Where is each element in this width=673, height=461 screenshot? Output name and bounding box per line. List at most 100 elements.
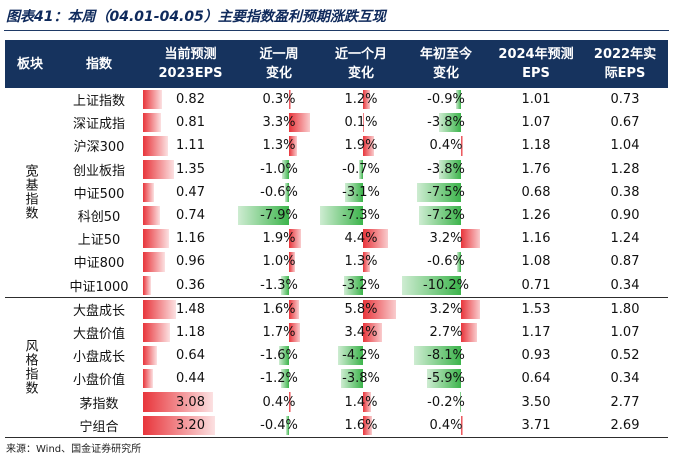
index-name: 小盘成长 [72,350,125,366]
eps2023-cell-bar [143,90,162,110]
month-change-cell-bar [362,229,389,249]
ytd-change-cell: -0.9% [402,88,490,111]
header-sector: 板块 [5,40,55,88]
week-change-cell-bar [288,299,300,319]
eps2023-cell-value: 1.16 [176,231,205,247]
week-change-cell-bar [288,90,291,110]
month-change-cell: 1.6% [320,413,402,438]
month-change-cell-bar [344,275,363,295]
eps2023-cell-value: 0.74 [176,208,205,224]
month-change-cell: -7.3% [320,204,402,227]
month-change-cell-bar [362,415,372,435]
week-change-cell-bar [280,275,289,295]
month-change-cell-value: 1.2% [344,92,378,108]
eps2022-cell: 1.07 [610,324,640,340]
eps2023-cell-value: 1.11 [176,138,205,154]
ytd-change-cell: -0.6% [402,250,490,273]
month-change-cell: -0.7% [320,158,402,181]
eps2022-cell: 1.04 [610,138,640,154]
ytd-change-cell-value: -0.6% [427,254,465,270]
index-name: 宁组合 [55,413,143,438]
month-change-cell-value: 1.6% [344,417,378,433]
month-change-cell-value: -3.8% [342,371,380,387]
eps2023-cell: 3.20 [143,413,238,438]
header-eps2023: 当前预测 2023EPS [143,40,238,88]
header-eps2024: 2024年预测 EPS [490,40,582,88]
eps2023-cell-value: 1.35 [176,161,205,177]
month-change-cell-value: -0.7% [342,161,380,177]
eps2024-cell: 1.76 [521,161,551,177]
eps2023-cell-bar [143,299,177,319]
eps2023-cell: 0.82 [143,88,238,111]
header-index: 指数 [55,40,143,88]
ytd-change-cell-value: 2.7% [429,324,463,340]
group-label: 风格指数 [5,296,55,438]
month-change-cell: 3.4% [320,321,402,344]
eps-forecast-table: 板块 指数 当前预测 2023EPS 近一周 变化 近一个月 变化 年初至今 变化 2024年预测 E… [5,40,668,438]
eps2023-cell: 0.36 [143,274,238,298]
eps2022-cell: 0.52 [610,348,640,364]
table-row: 创业板指 1.35 -1.0% -0.7% -3.8% 1.76 1.28 [5,158,668,181]
index-name: 小盘价值 [72,373,125,389]
ytd-change-cell: -8.1% [402,344,490,367]
month-change-cell-value: 3.4% [344,324,378,340]
eps2023-cell: 0.64 [143,344,238,367]
table-row: 沪深300 1.11 1.3% 1.9% 0.4% 1.18 1.04 [5,134,668,157]
ytd-change-cell-bar [438,159,461,179]
eps2022-cell: 1.24 [610,231,640,247]
eps2024-cell: 0.68 [521,184,551,200]
index-name: 创业板指 [72,163,125,179]
week-change-cell: 3.3% [238,111,320,134]
table-row: 中证800 0.96 1.0% 1.3% -0.6% 1.08 0.87 [5,250,668,273]
ytd-change-cell-bar [417,182,461,202]
table-row: 中证1000 0.36 -1.3% -3.2% -10.2% 0.71 0.34 [5,274,668,298]
table-row: 小盘成长 0.64 -1.6% -4.2% -8.1% 0.93 0.52 [5,344,668,367]
week-change-cell: 1.9% [238,227,320,250]
figure-title: 图表41：本周（04.01-04.05）主要指数盈利预期涨跌互现 [6,9,386,25]
month-change-cell: 1.2% [320,88,402,111]
table-row: 宽基指数 上证指数 0.82 0.3% 1.2% -0.9% 1.01 0.73 [5,88,668,220]
month-change-cell-bar [362,136,374,156]
eps2024-cell: 1.16 [521,231,551,247]
ytd-change-cell-bar [455,90,461,110]
table-row: 大盘价值 1.18 1.7% 3.4% 2.7% 1.17 1.07 [5,321,668,344]
eps2023-cell-value: 3.20 [176,417,205,433]
eps2023-cell-bar [143,322,170,343]
eps2023-cell-bar [143,275,152,295]
index-name: 中证500 [73,186,125,202]
month-change-cell: -3.2% [320,274,402,298]
eps2023-cell: 1.18 [143,321,238,344]
eps2023-cell: 0.96 [143,250,238,273]
eps2022-cell: 0.90 [610,208,640,224]
ytd-change-cell-value: -3.8% [427,161,465,177]
eps2023-cell-value: 0.36 [176,277,205,293]
eps2022-cell: 1.80 [582,296,668,321]
index-name: 中证800 [73,256,125,272]
eps2024-cell: 1.17 [521,324,551,340]
eps2023-cell-value: 1.18 [176,324,205,340]
month-change-cell: -4.2% [320,344,402,367]
eps2023-cell: 1.48 [143,296,238,321]
week-change-cell-value: 1.0% [262,254,296,270]
eps2024-cell: 0.71 [521,277,551,293]
group-label: 宽基指数 [22,164,38,221]
eps2023-cell-bar [143,369,153,389]
ytd-change-cell-value: -8.1% [427,348,465,364]
ytd-change-cell-bar [402,275,461,295]
eps2024-cell: 3.50 [521,394,551,410]
eps2023-cell: 0.44 [143,367,238,390]
month-change-cell-bar [362,113,364,133]
index-name: 大盘价值 [72,326,125,342]
month-change-cell-value: 1.3% [344,254,378,270]
ytd-change-cell-value: -10.2% [423,277,469,293]
week-change-cell: 0.4% [238,390,320,413]
week-change-cell-bar [282,159,289,179]
index-name: 上证50 [77,233,121,249]
ytd-change-cell-bar [419,205,461,226]
ytd-change-cell: -7.5% [402,181,490,204]
week-change-cell-bar [286,415,289,435]
week-change-cell: 1.3% [238,134,320,157]
week-change-cell-bar [238,205,289,226]
ytd-change-cell-bar [460,299,480,319]
index-name: 茅指数 [79,396,119,412]
